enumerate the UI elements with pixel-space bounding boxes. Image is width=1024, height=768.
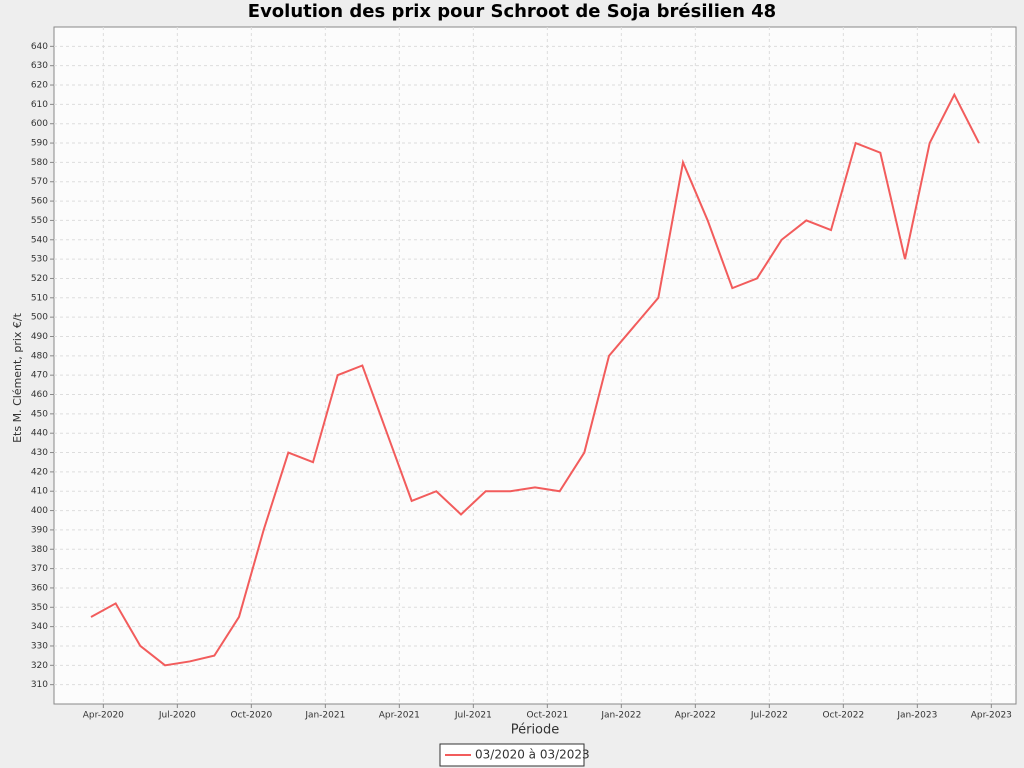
y-tick-label: 470 (31, 371, 48, 381)
y-tick-label: 330 (31, 641, 48, 651)
x-tick-label: Apr-2021 (379, 711, 420, 721)
y-tick-label: 450 (31, 409, 48, 419)
x-tick-label: Jan-2023 (896, 711, 937, 721)
x-tick-label: Apr-2023 (971, 711, 1012, 721)
y-tick-label: 420 (31, 467, 48, 477)
legend (439, 743, 585, 767)
x-tick-label: Jan-2021 (304, 711, 345, 721)
legend-label: 03/2020 à 03/2023 (475, 748, 590, 762)
y-tick-label: 380 (31, 545, 48, 555)
y-tick-label: 490 (31, 332, 48, 342)
y-tick-label: 590 (31, 139, 48, 149)
y-tick-label: 510 (31, 293, 48, 303)
x-tick-label: Jan-2022 (600, 711, 641, 721)
x-tick-label: Oct-2021 (526, 711, 568, 721)
y-tick-label: 550 (31, 216, 48, 226)
y-tick-label: 460 (31, 390, 48, 400)
y-tick-label: 540 (31, 235, 48, 245)
x-tick-label: Oct-2020 (230, 711, 272, 721)
y-tick-label: 600 (31, 119, 48, 129)
y-tick-label: 480 (31, 351, 48, 361)
data-line (90, 92, 980, 667)
y-tick-label: 630 (31, 61, 48, 71)
y-tick-label: 360 (31, 583, 48, 593)
y-tick-label: 320 (31, 661, 48, 671)
plot-area (53, 26, 1017, 705)
y-tick-label: 390 (31, 525, 48, 535)
x-tick-label: Jul-2020 (158, 711, 196, 721)
x-tick-label: Oct-2022 (822, 711, 864, 721)
y-tick-label: 530 (31, 255, 48, 265)
x-axis-label: Période (511, 723, 560, 738)
y-tick-label: 350 (31, 603, 48, 613)
y-tick-label: 340 (31, 622, 48, 632)
y-tick-label: 430 (31, 448, 48, 458)
y-tick-label: 400 (31, 506, 48, 516)
x-tick-label: Apr-2022 (675, 711, 716, 721)
y-tick-label: 370 (31, 564, 48, 574)
x-tick-label: Jul-2021 (454, 711, 492, 721)
y-tick-label: 640 (31, 42, 48, 52)
y-tick-label: 520 (31, 274, 48, 284)
y-tick-label: 440 (31, 429, 48, 439)
y-tick-label: 580 (31, 158, 48, 168)
y-axis-label: Ets M. Clément, prix €/t (11, 312, 24, 443)
y-tick-label: 560 (31, 197, 48, 207)
chart-title: Evolution des prix pour Schroot de Soja … (248, 1, 776, 22)
x-tick-label: Apr-2020 (83, 711, 124, 721)
y-tick-label: 610 (31, 100, 48, 110)
y-tick-label: 310 (31, 680, 48, 690)
y-tick-label: 410 (31, 487, 48, 497)
y-tick-label: 500 (31, 313, 48, 323)
y-tick-label: 570 (31, 177, 48, 187)
y-tick-label: 620 (31, 81, 48, 91)
x-tick-label: Jul-2022 (750, 711, 788, 721)
